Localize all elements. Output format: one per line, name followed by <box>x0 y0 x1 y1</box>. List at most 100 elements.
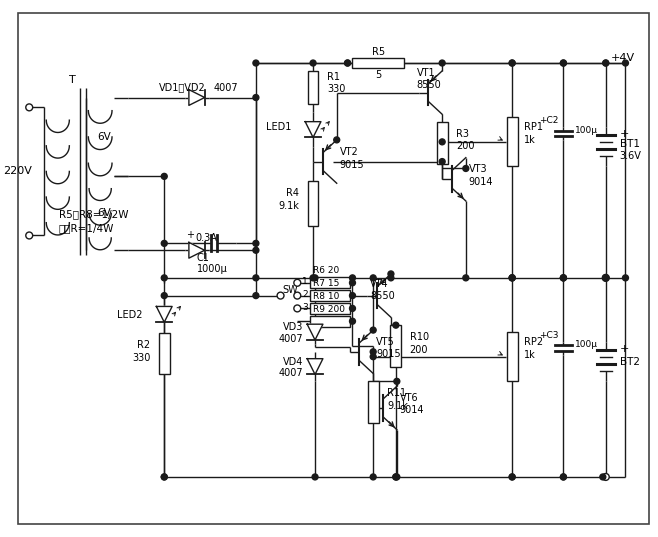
Text: BT1: BT1 <box>620 139 640 149</box>
Circle shape <box>310 275 316 281</box>
Text: 9.1k: 9.1k <box>278 201 299 211</box>
Text: 200: 200 <box>410 345 428 355</box>
Circle shape <box>439 158 445 164</box>
Circle shape <box>509 60 515 66</box>
Bar <box>507 332 518 381</box>
Text: VT2: VT2 <box>340 147 359 157</box>
Circle shape <box>349 275 355 281</box>
Text: 100μ: 100μ <box>575 126 598 135</box>
Polygon shape <box>307 324 323 340</box>
Text: 9.1k: 9.1k <box>387 401 408 411</box>
Text: VT1: VT1 <box>417 68 435 78</box>
Circle shape <box>561 60 567 66</box>
Circle shape <box>161 293 167 299</box>
Circle shape <box>602 274 609 281</box>
Circle shape <box>388 275 394 281</box>
Circle shape <box>312 275 318 281</box>
Circle shape <box>253 241 259 246</box>
Circle shape <box>312 474 318 480</box>
Text: +: + <box>186 230 194 241</box>
Text: VD3: VD3 <box>283 322 303 332</box>
Text: 100μ: 100μ <box>575 340 598 350</box>
Text: VT3: VT3 <box>468 164 488 175</box>
Text: R7 15: R7 15 <box>313 279 340 288</box>
Circle shape <box>370 275 376 281</box>
Text: R10: R10 <box>410 332 429 342</box>
Circle shape <box>603 60 609 66</box>
Circle shape <box>349 280 355 286</box>
Circle shape <box>345 60 351 66</box>
Circle shape <box>561 275 567 281</box>
Text: R8 10: R8 10 <box>313 292 340 301</box>
Circle shape <box>370 327 376 333</box>
Text: 9014: 9014 <box>400 405 424 415</box>
Text: 8550: 8550 <box>417 79 442 90</box>
Text: 其余R=1/4W: 其余R=1/4W <box>59 223 114 234</box>
Circle shape <box>345 60 351 66</box>
Text: 220V: 220V <box>3 166 32 177</box>
Circle shape <box>370 474 376 480</box>
Bar <box>159 333 170 374</box>
Text: 8550: 8550 <box>370 291 395 301</box>
Text: +: + <box>620 129 629 139</box>
Polygon shape <box>307 359 323 374</box>
Text: 330: 330 <box>132 353 151 362</box>
Text: 6V: 6V <box>97 208 111 218</box>
Text: R11: R11 <box>387 388 406 398</box>
Polygon shape <box>157 307 172 322</box>
Text: R1: R1 <box>327 72 340 82</box>
Circle shape <box>253 293 259 299</box>
Text: VT4: VT4 <box>370 279 389 289</box>
Text: 4007: 4007 <box>278 368 303 379</box>
Circle shape <box>600 474 606 480</box>
Text: 1k: 1k <box>524 350 536 360</box>
Circle shape <box>253 60 259 66</box>
Circle shape <box>161 173 167 179</box>
Text: 5: 5 <box>375 70 381 80</box>
Circle shape <box>393 322 399 328</box>
Text: RP1: RP1 <box>524 122 543 132</box>
Circle shape <box>26 104 33 111</box>
Text: 4007: 4007 <box>214 83 239 93</box>
Text: 9015: 9015 <box>376 349 401 359</box>
Text: 3: 3 <box>302 303 308 312</box>
Text: VT5: VT5 <box>376 337 395 347</box>
Bar <box>310 303 349 314</box>
Text: 1000μ: 1000μ <box>197 264 228 274</box>
Circle shape <box>509 275 515 281</box>
Circle shape <box>561 275 567 281</box>
Circle shape <box>622 60 628 66</box>
Circle shape <box>161 275 167 281</box>
Text: 3.6V: 3.6V <box>620 151 642 161</box>
Circle shape <box>294 279 301 286</box>
Bar <box>308 71 318 104</box>
Circle shape <box>394 379 400 384</box>
Bar <box>437 122 447 164</box>
Text: 330: 330 <box>327 84 345 93</box>
Text: C1: C1 <box>197 253 210 263</box>
Circle shape <box>463 275 468 281</box>
Text: BT2: BT2 <box>620 357 640 367</box>
Text: RP2: RP2 <box>524 337 543 347</box>
Text: R2: R2 <box>138 340 151 350</box>
Circle shape <box>622 275 628 281</box>
Text: R9 200: R9 200 <box>313 305 345 314</box>
Text: 2: 2 <box>303 290 308 299</box>
Circle shape <box>370 354 376 360</box>
Bar <box>310 316 349 326</box>
Text: T: T <box>69 75 76 85</box>
Circle shape <box>294 292 301 299</box>
Bar <box>310 278 349 288</box>
Circle shape <box>439 139 445 145</box>
Text: VD4: VD4 <box>283 357 303 367</box>
Circle shape <box>603 275 609 281</box>
Circle shape <box>310 60 316 66</box>
Circle shape <box>439 60 445 66</box>
Circle shape <box>349 293 355 299</box>
Bar <box>310 290 349 301</box>
Text: 0.3A: 0.3A <box>195 234 218 243</box>
Circle shape <box>561 275 567 281</box>
Circle shape <box>334 137 340 143</box>
Circle shape <box>26 232 33 239</box>
Circle shape <box>561 474 567 480</box>
